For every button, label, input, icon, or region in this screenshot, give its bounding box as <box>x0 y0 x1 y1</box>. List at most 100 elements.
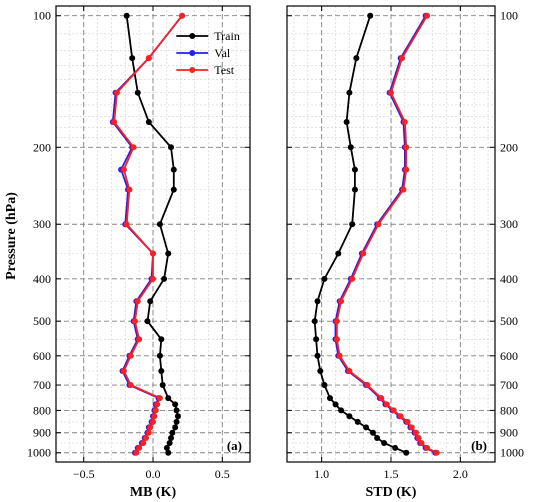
data-point-train <box>369 429 376 436</box>
series-line-test <box>113 15 183 454</box>
panel-label: (a) <box>227 438 242 453</box>
data-point-train <box>158 336 165 343</box>
data-point-train <box>321 382 328 389</box>
data-point-test <box>131 318 138 325</box>
y-tick-label: 200 <box>33 140 51 154</box>
data-point-train <box>173 407 180 414</box>
data-point-train <box>166 440 173 447</box>
data-point-train <box>317 367 324 374</box>
data-point-test <box>150 250 156 257</box>
data-point-train <box>314 298 321 305</box>
data-point-test <box>120 367 127 374</box>
data-point-test <box>133 449 140 456</box>
data-point-test <box>150 418 156 425</box>
data-point-test <box>156 395 163 402</box>
data-point-test <box>333 318 340 325</box>
data-point-test <box>401 118 408 125</box>
data-point-test <box>150 275 156 282</box>
data-point-test <box>154 401 161 408</box>
data-point-test <box>388 89 394 96</box>
data-point-test <box>338 298 345 305</box>
y-tick-label: 100 <box>500 9 518 23</box>
y-tick-label: 500 <box>33 314 51 328</box>
data-point-test <box>136 336 143 343</box>
data-point-train <box>156 352 163 359</box>
series-line-val <box>334 15 436 454</box>
data-point-test <box>127 352 134 359</box>
data-point-train <box>156 221 163 228</box>
y-tick-label: 1000 <box>27 446 51 460</box>
data-point-test <box>403 144 410 151</box>
data-point-test <box>378 395 385 402</box>
x-tick-label: 2.0 <box>453 467 468 481</box>
data-point-test <box>390 407 397 414</box>
data-point-test <box>433 449 440 456</box>
data-point-train <box>326 395 333 402</box>
data-point-train <box>172 401 179 408</box>
data-point-train <box>172 424 179 431</box>
data-point-test <box>415 434 422 441</box>
data-point-test <box>364 382 371 389</box>
y-tick-label: 800 <box>500 403 518 417</box>
data-point-test <box>151 413 158 420</box>
data-point-test <box>424 444 431 451</box>
data-point-test <box>123 221 130 228</box>
data-point-train <box>165 250 172 257</box>
data-point-train <box>374 434 381 441</box>
data-point-test <box>127 382 134 389</box>
data-point-test <box>383 401 390 408</box>
data-point-train <box>346 89 353 96</box>
data-point-train <box>313 336 320 343</box>
y-tick-label: 600 <box>500 349 518 363</box>
x-axis-title: STD (K) <box>366 485 417 500</box>
data-point-test <box>360 250 367 257</box>
data-point-train <box>346 413 353 420</box>
y-tick-label: 100 <box>33 9 51 23</box>
data-point-train <box>161 275 168 282</box>
data-point-train <box>349 221 356 228</box>
data-point-train <box>332 401 339 408</box>
data-point-train <box>134 89 141 96</box>
data-point-test <box>134 298 141 305</box>
data-point-test <box>140 440 147 447</box>
data-point-test <box>143 434 150 441</box>
data-point-test <box>399 55 406 62</box>
data-point-test <box>336 352 343 359</box>
data-point-test <box>346 367 353 374</box>
data-point-test <box>397 413 404 420</box>
panel-a: −0.5 0.0 0.5 100 200 300 400 500 600 700 800 900 100… <box>27 5 251 500</box>
data-point-train <box>145 118 152 125</box>
data-point-train <box>354 418 361 425</box>
y-tick-label: 700 <box>500 378 518 392</box>
y-tick-label: 900 <box>500 426 518 440</box>
legend-marker-test <box>189 67 196 73</box>
data-point-train <box>392 444 399 451</box>
data-point-train <box>123 12 130 19</box>
x-tick-label: −0.5 <box>73 467 95 481</box>
x-tick-label: 1.0 <box>314 467 329 481</box>
data-point-test <box>130 144 137 151</box>
x-axis-title: MB (K) <box>130 485 177 500</box>
y-tick-label: 400 <box>500 272 518 286</box>
y-tick-label: 300 <box>500 217 518 231</box>
legend-marker-train <box>189 33 196 39</box>
data-point-train <box>343 118 350 125</box>
y-tick-label: 500 <box>500 314 518 328</box>
data-point-train <box>159 382 166 389</box>
data-point-train <box>147 298 154 305</box>
data-point-train <box>170 186 177 193</box>
x-tick-label: 1.5 <box>384 467 399 481</box>
data-point-train <box>321 275 328 282</box>
data-point-test <box>179 12 186 19</box>
data-point-train <box>168 144 175 151</box>
data-point-test <box>113 89 120 96</box>
series-line-val <box>111 15 183 454</box>
data-point-test <box>136 444 143 451</box>
y-tick-label: 700 <box>33 378 51 392</box>
legend-label-test: Test <box>214 63 234 77</box>
data-point-test <box>126 186 133 193</box>
data-point-test <box>404 418 411 425</box>
data-point-test <box>145 55 152 62</box>
data-point-train <box>129 55 136 62</box>
y-tick-label: 900 <box>33 426 51 440</box>
